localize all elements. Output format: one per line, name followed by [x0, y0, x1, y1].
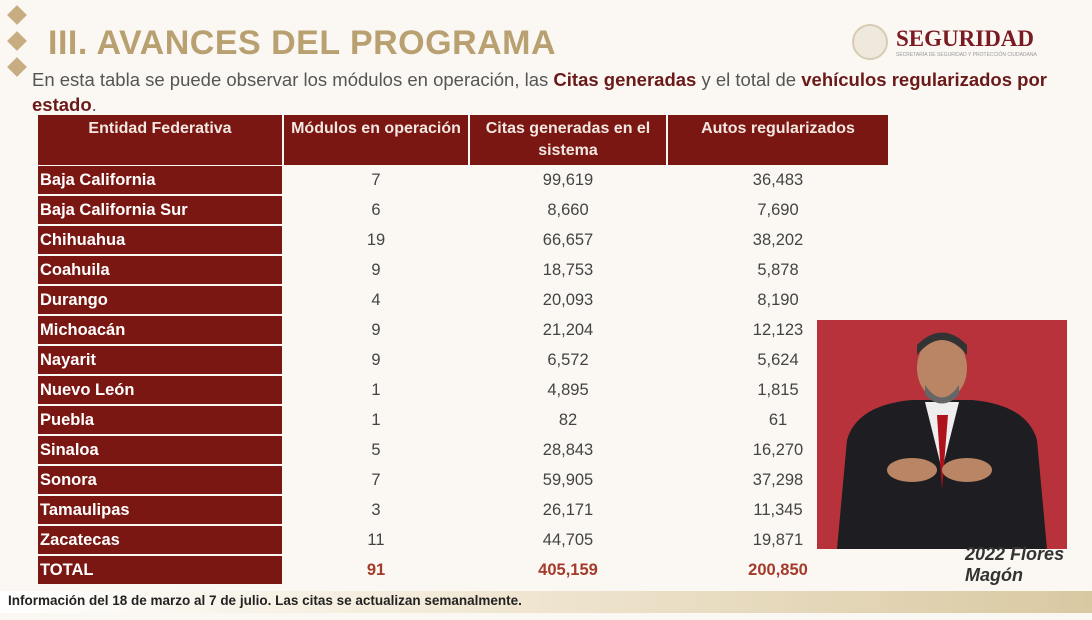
- cell-modulos: 7: [371, 171, 381, 189]
- seal-icon: [852, 24, 888, 60]
- table-row: TOTAL 91 405,159 200,850: [38, 556, 888, 584]
- table-row: Puebla 1 82 61: [38, 406, 888, 434]
- logo-sub: SECRETARÍA DE SEGURIDAD Y PROTECCIÓN CIU…: [896, 52, 1037, 58]
- cell-modulos: 4: [371, 291, 381, 309]
- subtitle: En esta tabla se puede observar los módu…: [32, 69, 1047, 115]
- cell-citas: 59,905: [542, 471, 594, 489]
- cell-modulos: 6: [371, 201, 381, 219]
- sign-language-interpreter-video: [817, 320, 1067, 549]
- cell-citas: 28,843: [542, 441, 594, 459]
- cell-autos: 8,190: [757, 291, 799, 309]
- cell-citas: 18,753: [542, 261, 594, 279]
- cell-entidad: Michoacán: [38, 316, 282, 344]
- table-row: Nuevo León 1 4,895 1,815: [38, 376, 888, 404]
- logo-name: SEGURIDAD: [896, 26, 1035, 51]
- cell-citas: 21,204: [542, 321, 594, 339]
- cell-citas: 405,159: [538, 561, 598, 579]
- cell-autos: 36,483: [752, 171, 804, 189]
- cell-citas: 8,660: [547, 201, 589, 219]
- cell-modulos: 5: [371, 441, 381, 459]
- table-row: Baja California 7 99,619 36,483: [38, 166, 888, 194]
- cell-entidad: Durango: [38, 286, 282, 314]
- cell-entidad: Puebla: [38, 406, 282, 434]
- cell-entidad: TOTAL: [38, 556, 282, 584]
- cell-autos: 38,202: [752, 231, 804, 249]
- footer-note: Información del 18 de marzo al 7 de juli…: [0, 591, 1092, 613]
- cell-modulos: 9: [371, 261, 381, 279]
- decor-diamond: [7, 57, 27, 77]
- table-row: Sinaloa 5 28,843 16,270: [38, 436, 888, 464]
- cell-citas: 20,093: [542, 291, 594, 309]
- cell-autos: 200,850: [748, 561, 808, 579]
- cell-autos: 16,270: [752, 441, 804, 459]
- cell-autos: 19,871: [752, 531, 804, 549]
- cell-autos: 5,878: [757, 261, 799, 279]
- cell-citas: 66,657: [542, 231, 594, 249]
- seguridad-logo: SEGURIDAD SECRETARÍA DE SEGURIDAD Y PROT…: [852, 24, 1037, 60]
- header-citas: Citas generadas en el sistema: [470, 115, 666, 165]
- cell-modulos: 11: [367, 531, 385, 549]
- cell-modulos: 1: [371, 381, 381, 399]
- cell-modulos: 9: [371, 351, 381, 369]
- decor-diamond: [7, 5, 27, 25]
- cell-citas: 6,572: [547, 351, 589, 369]
- cell-entidad: Baja California Sur: [38, 196, 282, 224]
- cell-entidad: Coahuila: [38, 256, 282, 284]
- page-title: III. AVANCES DEL PROGRAMA: [48, 24, 557, 62]
- header-modulos: Módulos en operación: [284, 115, 468, 165]
- cell-citas: 26,171: [542, 501, 594, 519]
- cell-modulos: 7: [371, 471, 381, 489]
- cell-entidad: Tamaulipas: [38, 496, 282, 524]
- cell-modulos: 3: [371, 501, 381, 519]
- cell-entidad: Sinaloa: [38, 436, 282, 464]
- table-row: Durango 4 20,093 8,190: [38, 286, 888, 314]
- cell-citas: 99,619: [542, 171, 594, 189]
- cell-citas: 44,705: [542, 531, 594, 549]
- table-row: Nayarit 9 6,572 5,624: [38, 346, 888, 374]
- cell-entidad: Chihuahua: [38, 226, 282, 254]
- table-row: Coahuila 9 18,753 5,878: [38, 256, 888, 284]
- table-row: Sonora 7 59,905 37,298: [38, 466, 888, 494]
- cell-entidad: Nuevo León: [38, 376, 282, 404]
- flores-magon-badge: 2022 Flores Magón: [965, 544, 1065, 585]
- table-row: Zacatecas 11 44,705 19,871: [38, 526, 888, 554]
- cell-autos: 11,345: [753, 501, 803, 519]
- cell-citas: 4,895: [547, 381, 589, 399]
- table-row: Michoacán 9 21,204 12,123: [38, 316, 888, 344]
- table-row: Chihuahua 19 66,657 38,202: [38, 226, 888, 254]
- cell-entidad: Zacatecas: [38, 526, 282, 554]
- cell-autos: 37,298: [752, 471, 804, 489]
- table-row: Tamaulipas 3 26,171 11,345: [38, 496, 888, 524]
- cell-entidad: Baja California: [38, 166, 282, 194]
- header-entidad: Entidad Federativa: [38, 115, 282, 165]
- cell-entidad: Nayarit: [38, 346, 282, 374]
- cell-autos: 7,690: [757, 201, 799, 219]
- header-autos: Autos regularizados: [668, 115, 888, 165]
- cell-autos: 1,815: [757, 381, 799, 399]
- table-row: Baja California Sur 6 8,660 7,690: [38, 196, 888, 224]
- decor-diamond: [7, 31, 27, 51]
- cell-autos: 5,624: [757, 351, 799, 369]
- cell-autos: 12,123: [752, 321, 804, 339]
- interpreter-figure: [837, 332, 1047, 549]
- cell-entidad: Sonora: [38, 466, 282, 494]
- cell-modulos: 1: [371, 411, 381, 429]
- cell-modulos: 91: [366, 561, 386, 579]
- cell-citas: 82: [558, 411, 578, 429]
- cell-modulos: 19: [366, 231, 386, 249]
- cell-autos: 61: [768, 411, 788, 429]
- cell-modulos: 9: [371, 321, 381, 339]
